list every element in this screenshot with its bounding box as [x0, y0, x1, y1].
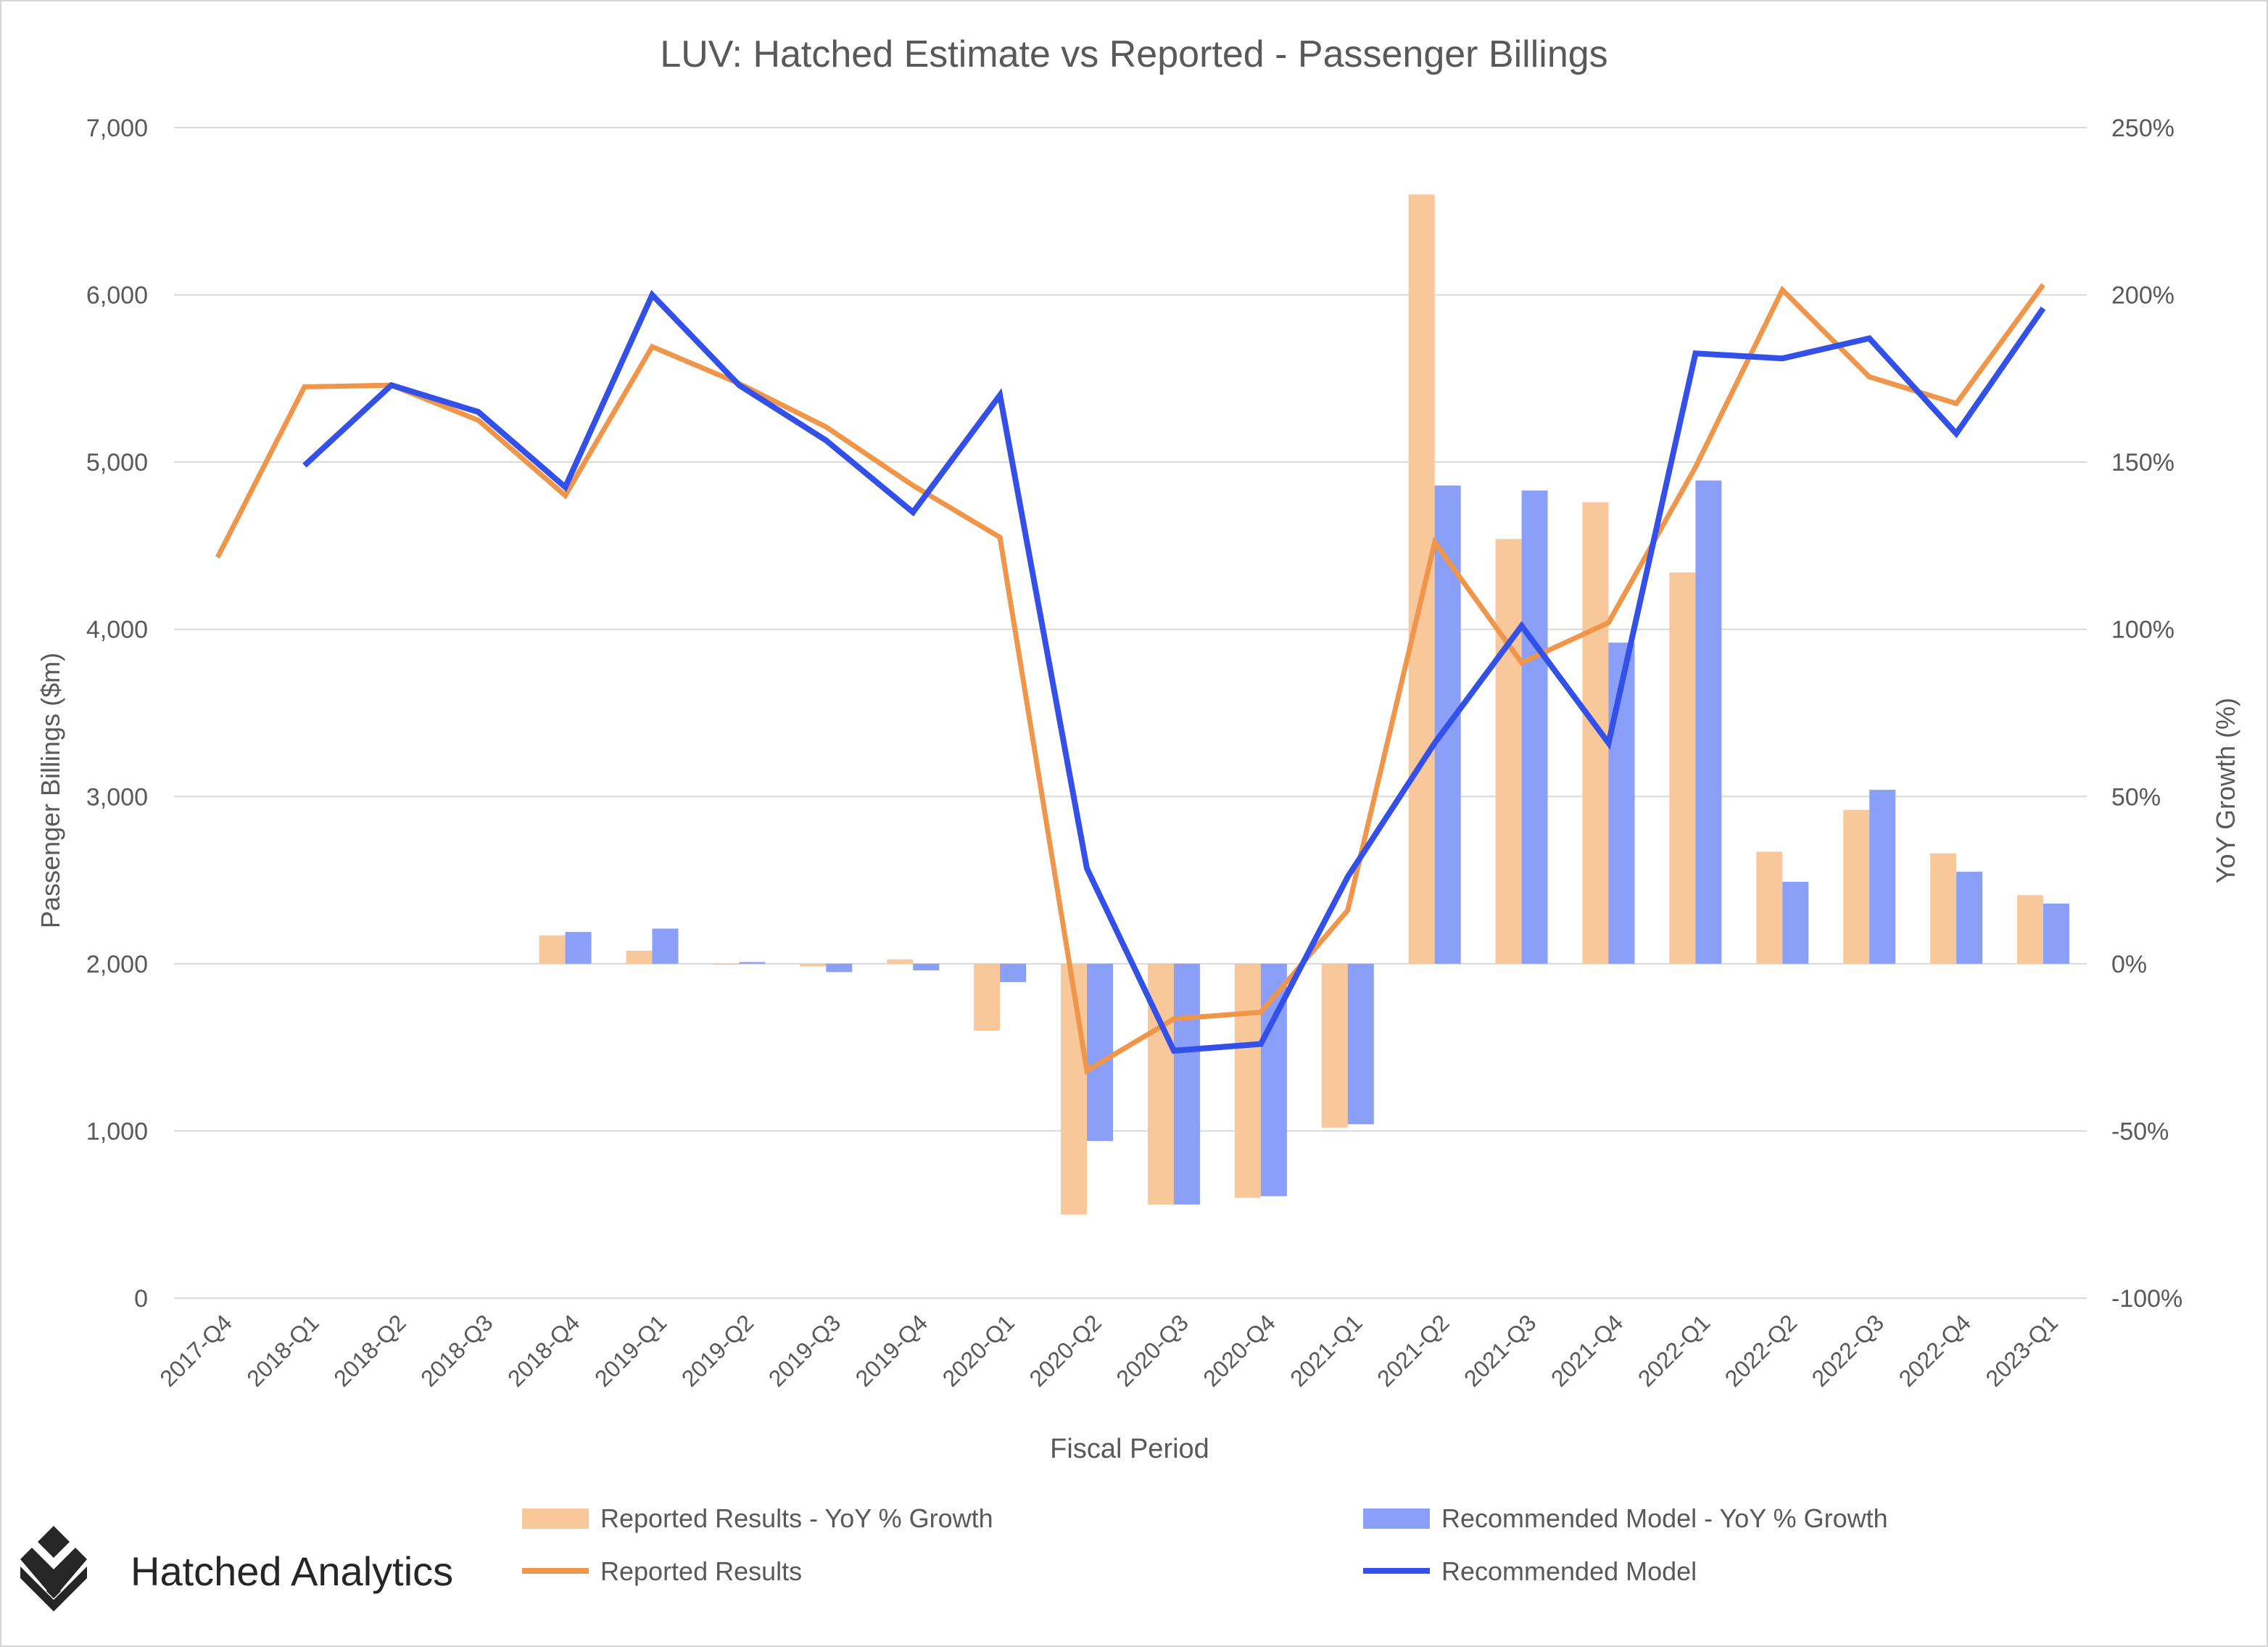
reported-results-line — [215, 283, 2045, 1076]
reported-growth-bar — [713, 963, 740, 965]
reported-growth-bar — [1234, 963, 1261, 1198]
model-growth-bar — [1521, 490, 1548, 964]
y2-axis-ticks: -100% -50% 0% 50% 100% 150% 200% 250% — [2111, 115, 2182, 1313]
reported-growth-bar — [539, 935, 566, 964]
reported-growth-bar — [1930, 853, 1957, 964]
legend-item-reported-results[interactable]: Reported Results — [522, 1556, 802, 1586]
y2-tick-label: -100% — [2111, 1285, 2182, 1313]
legend-swatch-reported-growth — [522, 1508, 589, 1529]
legend-label-model-growth: Recommended Model - YoY % Growth — [1441, 1503, 1888, 1533]
y2-tick-label: 0% — [2111, 951, 2147, 978]
y2-tick-label: 200% — [2111, 282, 2174, 310]
model-growth-bar — [565, 932, 592, 964]
legend-label-reported-growth: Reported Results - YoY % Growth — [600, 1503, 993, 1533]
legend-label-recommended-model: Recommended Model — [1441, 1556, 1697, 1586]
legend-label-reported-results: Reported Results — [600, 1556, 802, 1586]
reported-growth-bar — [1669, 572, 1696, 964]
model-growth-bar — [2043, 903, 2070, 964]
reported-growth-bar — [1756, 851, 1783, 964]
y2-tick-label: 150% — [2111, 449, 2174, 476]
y-axis-ticks: 0 1,000 2,000 3,000 4,000 5,000 6,000 7,000 — [86, 115, 148, 1313]
y-tick-label: 6,000 — [86, 282, 148, 310]
model-growth-bar — [739, 962, 766, 964]
legend-item-reported-growth[interactable]: Reported Results - YoY % Growth — [522, 1503, 993, 1533]
y-tick-label: 7,000 — [86, 115, 148, 142]
y2-tick-label: -50% — [2111, 1118, 2169, 1145]
reported-growth-bar — [1321, 963, 1348, 1128]
y-tick-label: 3,000 — [86, 783, 148, 811]
legend-item-model-growth[interactable]: Recommended Model - YoY % Growth — [1363, 1503, 1888, 1533]
model-growth-bar — [826, 963, 853, 973]
y-tick-label: 5,000 — [86, 449, 148, 476]
company-name: Hatched Analytics — [131, 1548, 453, 1594]
y-tick-label: 1,000 — [86, 1118, 148, 1145]
model-growth-bar — [1782, 881, 1809, 964]
legend-item-recommended-model[interactable]: Recommended Model — [1363, 1556, 1697, 1586]
y2-tick-label: 250% — [2111, 115, 2174, 142]
brand: Hatched Analytics — [20, 1526, 453, 1611]
model-growth-bar — [1173, 963, 1200, 1205]
recommended-model-line — [302, 289, 2046, 1054]
model-growth-bar — [1869, 790, 1896, 964]
y2-axis-label: YoY Growth (%) — [2211, 698, 2240, 883]
model-growth-bar — [913, 963, 940, 971]
y-tick-label: 2,000 — [86, 951, 148, 978]
y2-tick-label: 100% — [2111, 616, 2174, 644]
model-growth-bar — [1087, 963, 1114, 1142]
y-tick-label: 4,000 — [86, 616, 148, 644]
model-growth-bar — [652, 928, 679, 964]
model-growth-bar — [1000, 963, 1027, 983]
bar-marks — [539, 194, 2070, 1215]
reported-growth-bar — [626, 950, 653, 964]
reported-growth-bar — [887, 959, 914, 964]
reported-growth-bar — [2017, 895, 2044, 964]
hatched-diamond-logo-icon — [20, 1526, 87, 1611]
legend-swatch-model-growth — [1363, 1508, 1430, 1529]
reported-growth-bar — [974, 963, 1001, 1031]
chart-title: LUV: Hatched Estimate vs Reported - Pass… — [660, 33, 1607, 75]
line-marks — [215, 283, 2046, 1076]
model-growth-bar — [1956, 872, 1983, 964]
x-axis-label: Fiscal Period — [1050, 1434, 1209, 1464]
y2-tick-label: 50% — [2111, 783, 2161, 811]
legend: Reported Results - YoY % Growth Recommen… — [522, 1503, 1888, 1586]
reported-growth-bar — [1495, 539, 1522, 964]
reported-growth-bar — [1843, 809, 1870, 964]
y-axis-label: Passenger Billings ($m) — [36, 653, 65, 928]
reported-growth-bar — [800, 963, 827, 967]
reported-growth-bar — [1408, 194, 1435, 964]
model-growth-bar — [1695, 480, 1722, 964]
y-tick-label: 0 — [134, 1285, 148, 1313]
model-growth-bar — [1347, 963, 1374, 1125]
